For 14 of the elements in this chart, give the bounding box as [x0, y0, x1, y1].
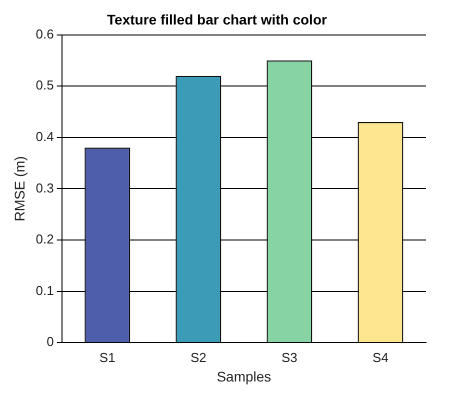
y-tick-label: 0.6: [36, 26, 54, 42]
x-tick-label: S2: [190, 350, 206, 365]
y-tick-label: 0.4: [36, 128, 54, 144]
x-axis-title: Samples: [216, 368, 272, 384]
y-axis-title: RMSE (m): [11, 156, 28, 222]
y-tick-label: 0.5: [36, 78, 54, 93]
y-tick-label: 0.3: [36, 180, 54, 196]
x-tick-label: S4: [372, 350, 388, 365]
x-tick-label: S1: [99, 350, 116, 365]
y-tick-label: 0.1: [36, 282, 54, 298]
chart-title: Texture filled bar chart with color: [107, 11, 328, 28]
y-tick-label: 0.2: [36, 232, 54, 247]
y-tick-label: 0: [46, 334, 54, 350]
x-tick-label: S3: [282, 350, 298, 365]
